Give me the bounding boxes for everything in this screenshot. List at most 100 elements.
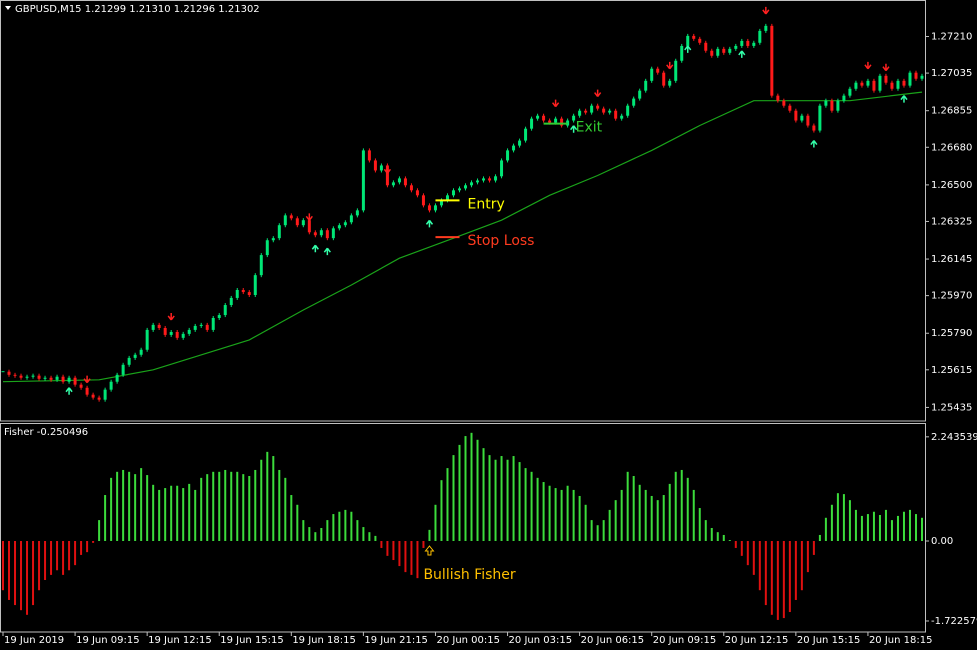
candle [464,185,468,189]
candle [145,329,149,350]
histogram-bar [878,515,881,541]
x-tick-label: 20 Jun 18:15 [869,635,933,646]
candle [1,371,5,373]
indicator-title: Fisher -0.250496 [4,427,88,438]
candle [283,215,287,226]
candle [439,200,443,206]
candle [295,218,299,226]
candle [710,50,714,56]
y-tick-label: 0.00 [931,536,953,547]
candle [169,331,173,335]
histogram-bar [662,495,665,541]
histogram-bar [38,541,41,591]
histogram-bar [386,541,389,556]
candle [91,394,95,398]
y-tick-label: 1.25435 [931,402,972,413]
candle [55,376,59,380]
indicator-panel-frame [0,423,926,633]
candle [349,215,353,223]
y-tick-label: 1.26855 [931,106,972,117]
histogram-bar [614,500,617,541]
candle [13,374,17,376]
histogram-bar [512,456,515,541]
candle [650,68,654,81]
candle [620,115,624,119]
candle [343,222,347,226]
candle [842,95,846,101]
candle [247,292,251,295]
x-tick-label: 19 Jun 15:15 [220,635,284,646]
histogram-bar [416,541,419,579]
candle [367,150,371,161]
candle [602,108,606,113]
candle [488,178,492,181]
candle [914,72,918,79]
buy-arrow [684,45,692,53]
candle [470,182,474,186]
candle [680,45,684,61]
histogram-bar [794,541,797,600]
histogram-bar [326,520,329,541]
buy-arrow [323,247,331,256]
candle [79,384,83,388]
histogram-bar [188,483,191,541]
symbol-menu-icon [5,6,11,10]
candle [716,48,720,56]
candle [253,275,257,295]
histogram-bar [500,456,503,541]
candle [662,72,666,86]
histogram-bar [74,541,77,566]
sell-arrow [762,6,770,15]
x-tick-label: 19 Jun 09:15 [76,635,140,646]
histogram-bar [800,541,803,591]
histogram-bar [260,459,263,541]
candle [67,377,71,382]
candle [752,42,756,46]
candle [307,220,311,233]
candle [361,150,365,211]
candle [638,90,642,99]
y-tick-label: 1.26325 [931,216,972,227]
histogram-bar [638,484,641,541]
candle [451,190,455,196]
histogram-bar [140,468,143,541]
histogram-bar [158,489,161,541]
candle [259,255,263,276]
histogram-bar [344,509,347,541]
candle [271,238,275,241]
annotation-label: Entry [467,196,504,212]
histogram-bar [446,468,449,541]
candle [217,315,221,318]
histogram-bar [398,541,401,567]
candle [211,317,215,330]
candle [806,115,810,126]
histogram-bar [722,534,725,541]
histogram-bar [830,504,833,541]
candle [536,115,540,119]
histogram-bar [824,517,827,541]
candle [542,115,546,121]
candle [836,100,840,111]
y-tick-label: 1.25790 [931,328,972,339]
histogram-bar [68,541,71,571]
histogram-bar [380,541,383,548]
candle [818,105,822,131]
candle [830,100,834,111]
candle [103,389,107,400]
histogram-bar [254,469,257,541]
histogram-bar [26,541,29,615]
x-tick-label: 20 Jun 06:15 [581,635,645,646]
histogram-bar [704,520,707,541]
buy-arrow [65,387,73,395]
x-tick-label: 20 Jun 00:15 [436,635,500,646]
candle [572,115,576,121]
histogram-bar [476,439,479,541]
histogram-bar [332,514,335,541]
candle [163,328,167,335]
candle [776,95,780,101]
histogram-bar [608,509,611,541]
histogram-bar [674,471,677,541]
candle [632,98,636,106]
histogram-bar [464,436,467,541]
